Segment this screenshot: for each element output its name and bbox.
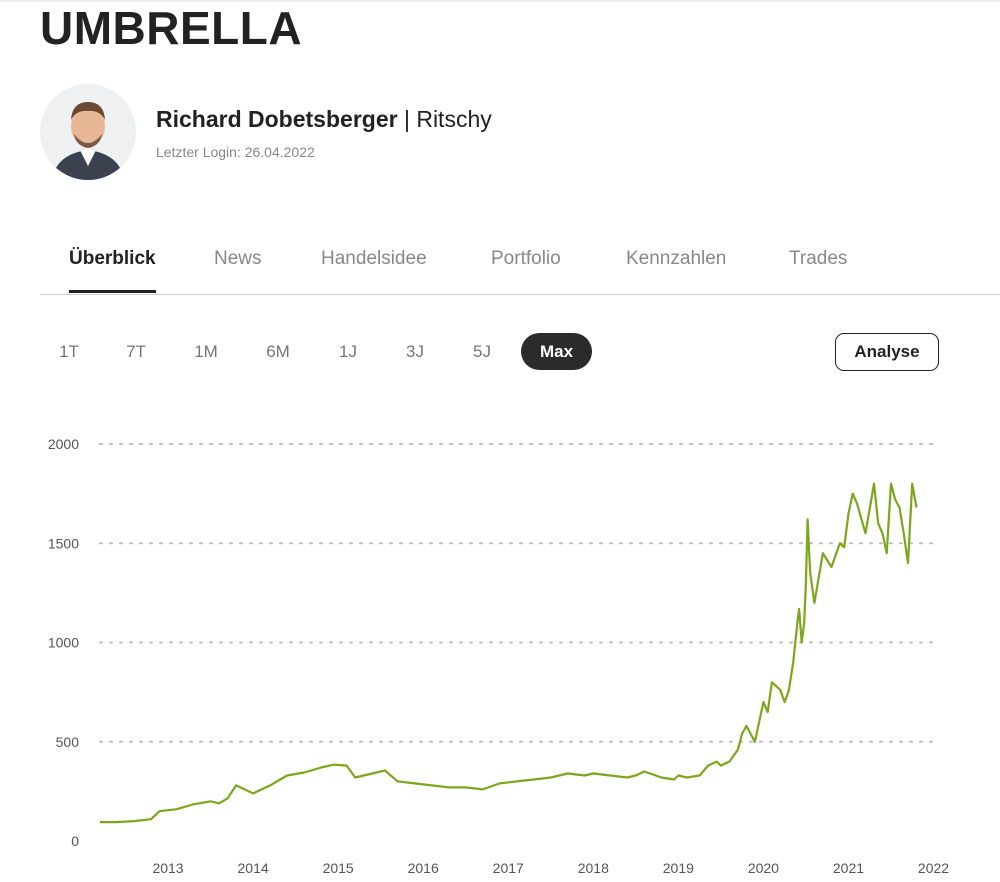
tab-bar: Überblick News Handelsidee Portfolio Ken… [40,240,1000,295]
tab-ueberblick[interactable]: Überblick [69,248,156,269]
active-tab-indicator [69,290,156,293]
page-title: UMBRELLA [40,2,303,54]
price-chart: 0 500 1000 1500 2000 2013 2014 2015 2016 2017 2018… [48,436,949,876]
x-tick-label: 2013 [152,860,183,876]
price-series-line [100,482,918,824]
top-divider [0,0,1000,2]
name-separator: | [403,106,410,132]
tab-portfolio[interactable]: Portfolio [491,248,561,269]
range-6m-button[interactable]: 6M [266,342,290,361]
range-1j-button[interactable]: 1J [339,342,357,361]
range-max-button[interactable]: Max [521,333,592,370]
avatar-image [40,84,136,180]
user-name[interactable]: Richard Dobetsberger [156,106,398,132]
x-tick-label: 2020 [748,860,779,876]
x-tick-label: 2019 [663,860,694,876]
y-tick-label: 1000 [48,635,79,651]
x-tick-label: 2022 [918,860,949,876]
x-tick-label: 2017 [493,860,524,876]
range-5j-button[interactable]: 5J [473,342,491,361]
profile-name: Richard Dobetsberger | Ritschy [156,105,492,133]
user-nickname: Ritschy [416,106,492,132]
x-tick-label: 2021 [833,860,864,876]
range-3j-button[interactable]: 3J [406,342,424,361]
y-tick-label: 2000 [48,436,79,452]
tab-news[interactable]: News [214,248,262,269]
x-tick-label: 2016 [408,860,439,876]
tab-handelsidee[interactable]: Handelsidee [321,248,427,269]
y-tick-label: 0 [71,833,79,849]
x-tick-label: 2018 [578,860,609,876]
analyse-button[interactable]: Analyse [835,333,939,371]
range-1t-button[interactable]: 1T [59,342,79,361]
x-tick-label: 2015 [323,860,354,876]
y-tick-label: 1500 [48,535,79,551]
y-tick-label: 500 [56,734,80,750]
range-7t-button[interactable]: 7T [126,342,146,361]
range-1m-button[interactable]: 1M [194,342,218,361]
last-login: Letzter Login: 26.04.2022 [156,144,315,160]
tab-trades[interactable]: Trades [789,248,848,269]
tab-kennzahlen[interactable]: Kennzahlen [626,248,727,269]
avatar [40,84,136,180]
x-tick-label: 2014 [238,860,269,876]
